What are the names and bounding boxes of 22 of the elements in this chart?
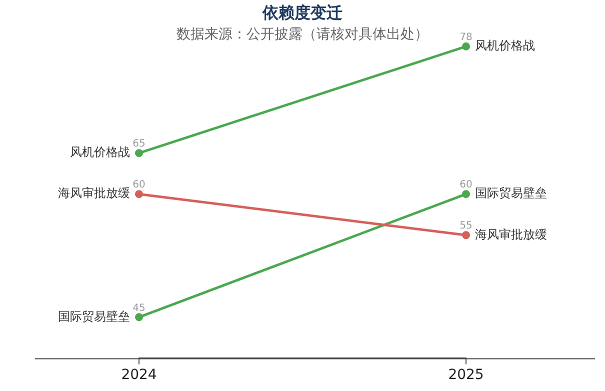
series-label: 国际贸易壁垒	[475, 186, 547, 200]
x-tick-label: 2024	[121, 367, 157, 384]
data-label: 45	[132, 302, 146, 314]
point	[135, 149, 143, 158]
data-label: 78	[460, 32, 472, 44]
data-label: 60	[132, 180, 146, 191]
point	[462, 42, 470, 50]
data-label: 55	[460, 220, 472, 232]
text: 海风审批放缓	[58, 186, 130, 200]
point	[462, 190, 470, 198]
point	[135, 313, 143, 322]
point	[135, 190, 143, 198]
series-label: 风机价格战	[475, 38, 535, 53]
text: 国际贸易壁垒	[58, 309, 130, 324]
data-label: 65	[132, 138, 146, 150]
text: 风机价格战	[70, 145, 130, 160]
x-tick-label: 2025	[448, 367, 484, 384]
chart-title: 依赖度变迁	[262, 3, 342, 22]
series-label: 海风审批放缓	[475, 227, 547, 242]
point	[462, 231, 470, 240]
chart-subtitle: 数据来源：公开披露（请核对具体出处）	[176, 26, 428, 43]
data-label: 60	[460, 180, 472, 191]
